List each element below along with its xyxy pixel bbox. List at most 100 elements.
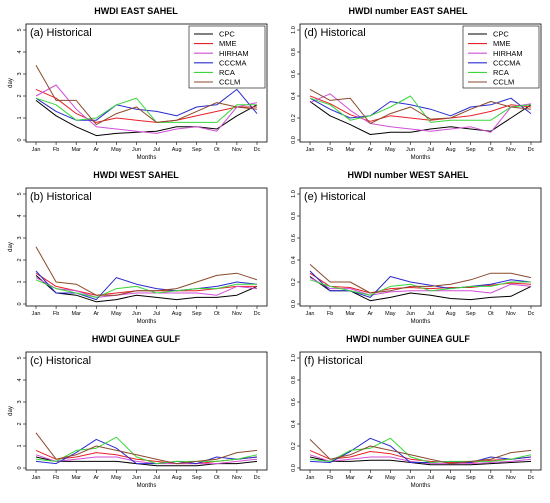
- x-tick-label: Jun: [132, 475, 141, 481]
- y-tick-label: 4: [17, 214, 23, 217]
- series-line-rca: [309, 279, 531, 296]
- x-tick-label: Jan: [306, 147, 315, 153]
- series-line-cclm: [309, 264, 532, 294]
- series-line-cccma: [309, 97, 532, 119]
- plot-frame: [299, 187, 542, 307]
- series-line-rca: [309, 95, 532, 123]
- series-line-cpc: [309, 101, 532, 135]
- series-line-cccma: [35, 270, 258, 301]
- series-line-cccma: [35, 438, 258, 465]
- panel-6: HWDI number GUINEA GULF (f) Historical 0.0…: [291, 334, 542, 489]
- x-tick-label: Ar: [94, 475, 100, 481]
- panel-title: HWDI GUINEA GULF: [92, 334, 181, 344]
- x-tick-label: Ot: [488, 311, 494, 317]
- series-line-cpc: [35, 275, 258, 303]
- legend-label-rca: RCA: [493, 68, 509, 77]
- series-line-mme: [35, 88, 257, 123]
- legend-label-rca: RCA: [219, 68, 235, 77]
- x-tick-label: Ar: [368, 475, 374, 481]
- panel-label: (a) Historical: [30, 27, 92, 39]
- y-tick-label: 0.4: [291, 256, 297, 264]
- y-tick-label: 0.8: [291, 48, 297, 56]
- series-line-rca: [35, 436, 258, 465]
- x-tick-label: Nov: [506, 475, 516, 481]
- y-tick-label: 0.0: [291, 300, 297, 308]
- x-axis-label: Months: [411, 319, 431, 325]
- y-tick-label: 0.6: [291, 398, 297, 406]
- series-line-cpc: [309, 456, 532, 466]
- y-tick-label: 0: [17, 302, 23, 305]
- y-tick-label: 0.2: [291, 278, 297, 286]
- y-tick-label: 0.6: [291, 70, 297, 78]
- x-tick-label: Jul: [153, 147, 160, 153]
- x-tick-label: Ot: [214, 311, 220, 317]
- x-tick-label: Jun: [406, 147, 415, 153]
- x-tick-label: Jun: [406, 475, 415, 481]
- panel-1: HWDI EAST SAHEL (a) Historical 0 1 2 3 4 5 day Ja…: [8, 6, 268, 161]
- legend-box: [188, 25, 266, 89]
- x-tick-label: Jun: [132, 147, 141, 153]
- y-tick-label: 0.2: [291, 114, 297, 122]
- panel-title: HWDI number GUINEA GULF: [346, 334, 470, 344]
- series-line-hirham: [309, 93, 532, 133]
- x-tick-label: Fb: [327, 147, 333, 153]
- panel-title: HWDI number EAST SAHEL: [348, 6, 468, 16]
- y-tick-label: 1: [17, 280, 23, 283]
- x-tick-label: Ot: [488, 475, 494, 481]
- panel-label: (b) Historical: [30, 191, 92, 203]
- x-tick-label: Sep: [192, 147, 202, 153]
- y-tick-label: 0: [17, 466, 23, 469]
- x-tick-label: Mar: [345, 147, 355, 153]
- plot-frame: [299, 351, 542, 471]
- x-tick-label: Dc: [254, 311, 261, 317]
- x-tick-label: Nov: [232, 147, 242, 153]
- y-axis-label: day: [8, 242, 14, 252]
- series-line-rca: [309, 437, 532, 463]
- panel-label: (c) Historical: [30, 355, 91, 367]
- x-tick-label: Ar: [368, 147, 374, 153]
- legend-label-cccma: CCCMA: [219, 58, 247, 67]
- legend-label-cclm: CCLM: [493, 78, 514, 87]
- y-tick-label: 5: [17, 192, 23, 195]
- x-tick-label: Jan: [32, 147, 41, 153]
- x-tick-label: Fb: [327, 475, 333, 481]
- y-tick-label: 2: [17, 258, 23, 261]
- y-tick-label: 1.0: [291, 354, 297, 362]
- x-tick-label: Fb: [53, 475, 59, 481]
- x-tick-label: May: [111, 475, 122, 481]
- x-tick-label: Sep: [466, 475, 476, 481]
- x-tick-label: May: [385, 311, 396, 317]
- x-axis-label: Months: [411, 155, 431, 161]
- y-tick-label: 1: [17, 116, 23, 119]
- legend-label-cccma: CCCMA: [493, 58, 521, 67]
- x-tick-label: Ar: [368, 311, 374, 317]
- x-tick-label: Aug: [172, 475, 182, 481]
- x-axis-label: Months: [137, 319, 157, 325]
- x-tick-label: Jan: [32, 475, 41, 481]
- x-tick-label: Aug: [446, 147, 456, 153]
- x-tick-label: Jan: [306, 311, 315, 317]
- x-tick-label: Ot: [488, 147, 494, 153]
- y-tick-label: 1.0: [291, 26, 297, 34]
- x-tick-label: Dc: [254, 475, 261, 481]
- x-axis-label: Months: [137, 155, 157, 161]
- x-tick-label: Jul: [427, 311, 434, 317]
- legend-label-hirham: HIRHAM: [219, 49, 249, 58]
- x-tick-label: Ar: [94, 147, 100, 153]
- panel-title: HWDI WEST SAHEL: [93, 170, 179, 180]
- panel-title: HWDI EAST SAHEL: [94, 6, 178, 16]
- legend-box: [462, 25, 540, 89]
- series-line-hirham: [35, 84, 258, 134]
- plot-frame: [25, 23, 268, 143]
- series-line-hirham: [309, 277, 532, 296]
- y-tick-label: 5: [17, 28, 23, 31]
- x-tick-label: Aug: [446, 311, 456, 317]
- x-tick-label: May: [111, 311, 122, 317]
- panel-5: HWDI GUINEA GULF (c) Historical 0 1 2 3 4 5 day J…: [8, 334, 268, 489]
- series-line-cccma: [309, 437, 532, 463]
- x-tick-label: Nov: [506, 147, 516, 153]
- x-tick-label: Jun: [132, 311, 141, 317]
- series-line-cclm: [35, 432, 258, 465]
